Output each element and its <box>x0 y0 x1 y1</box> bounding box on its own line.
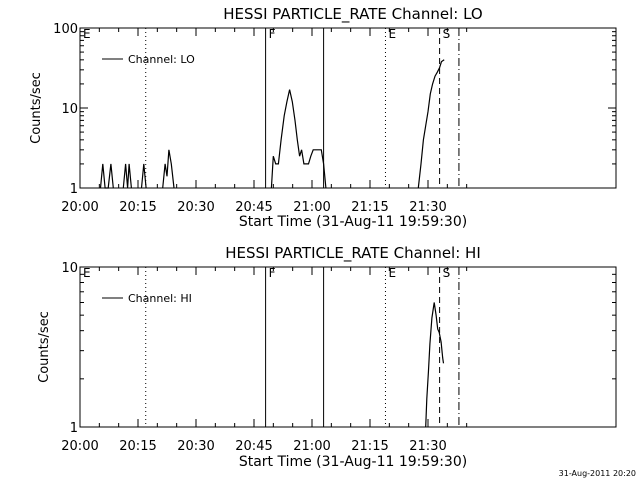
x-tick-label-hi: 21:15 <box>351 439 388 454</box>
plot-frame-hi <box>79 266 617 428</box>
chart-title-hi: HESSI PARTICLE_RATE Channel: HI <box>225 244 481 263</box>
footer-timestamp: 31-Aug-2011 20:20 <box>559 469 636 478</box>
x-tick-label-hi: 21:00 <box>293 439 330 454</box>
event-marker-label-hi: E <box>83 266 91 280</box>
y-axis-label-hi: Counts/sec <box>37 311 52 383</box>
y-tick-label-hi: 10 <box>61 261 78 276</box>
x-tick-label-hi: 20:00 <box>61 439 98 454</box>
series-line-lo <box>162 149 175 189</box>
y-tick-label-lo: 100 <box>53 22 78 37</box>
x-tick-label-hi: 20:30 <box>177 439 214 454</box>
x-tick-label-lo: 21:15 <box>351 200 388 215</box>
x-tick-label-lo: 20:30 <box>177 200 214 215</box>
chart-title-lo: HESSI PARTICLE_RATE Channel: LO <box>223 5 482 24</box>
x-axis-label-lo: Start Time (31-Aug-11 19:59:30) <box>239 214 467 230</box>
x-axis-label-hi: Start Time (31-Aug-11 19:59:30) <box>239 454 467 470</box>
y-tick-label-lo: 1 <box>70 182 78 197</box>
y-tick-label-hi: 1 <box>70 421 78 436</box>
event-marker-label-hi: S <box>443 266 451 280</box>
series-line-lo <box>122 163 132 189</box>
event-marker-label-hi: E <box>388 266 396 280</box>
event-marker-label-lo: S <box>443 27 451 41</box>
legend-entry-lo: Channel: LO <box>128 53 195 66</box>
event-marker-label-lo: F <box>269 27 276 41</box>
series-line-hi <box>425 302 445 428</box>
series-line-lo <box>140 163 147 189</box>
x-tick-label-lo: 21:00 <box>293 200 330 215</box>
x-tick-label-hi: 20:45 <box>235 439 272 454</box>
event-marker-label-hi: F <box>269 266 276 280</box>
event-marker-label-lo: E <box>388 27 396 41</box>
x-tick-label-hi: 20:15 <box>119 439 156 454</box>
x-tick-label-lo: 20:45 <box>235 200 272 215</box>
x-tick-label-lo: 21:30 <box>409 200 446 215</box>
x-tick-label-hi: 21:30 <box>409 439 446 454</box>
x-tick-label-lo: 20:15 <box>119 200 156 215</box>
y-tick-label-lo: 10 <box>61 102 78 117</box>
series-line-lo <box>99 163 114 189</box>
y-axis-label-lo: Counts/sec <box>29 72 44 144</box>
series-line-lo <box>417 59 445 189</box>
series-line-lo <box>270 89 327 189</box>
legend-entry-hi: Channel: HI <box>128 292 192 305</box>
x-tick-label-lo: 20:00 <box>61 200 98 215</box>
event-marker-label-lo: E <box>83 27 91 41</box>
